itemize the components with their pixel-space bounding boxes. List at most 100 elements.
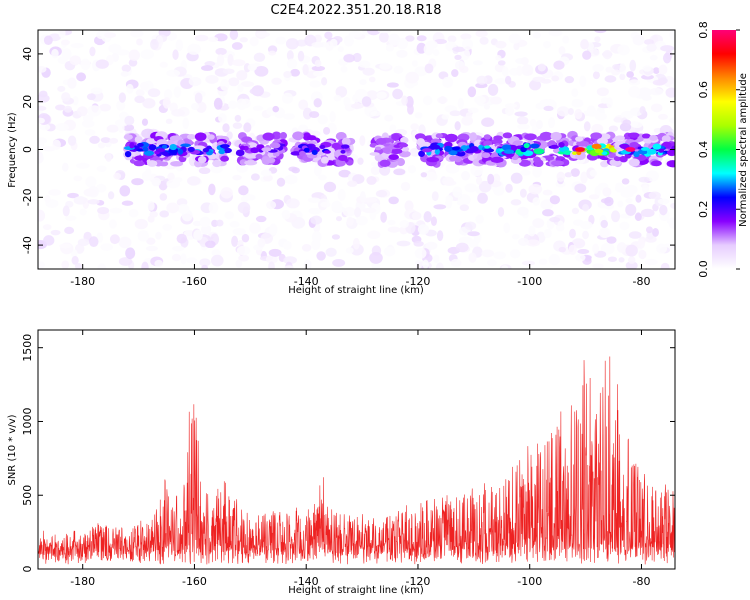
noise-cell <box>510 199 522 206</box>
noise-cell <box>61 39 70 46</box>
noise-cell <box>582 50 592 60</box>
colorbar-tick-label: 0.4 <box>697 141 710 159</box>
noise-cell <box>345 247 354 254</box>
noise-cell <box>113 172 122 180</box>
noise-cell <box>142 98 156 109</box>
noise-cell <box>165 118 173 125</box>
band-core-cell <box>161 144 168 149</box>
noise-cell <box>483 103 490 110</box>
band-core-cell <box>418 150 425 157</box>
noise-cell <box>628 79 641 86</box>
noise-cell <box>311 65 326 72</box>
noise-cell <box>404 200 414 212</box>
noise-cell <box>451 69 459 78</box>
noise-cell <box>186 257 198 264</box>
y-tick-label: 1500 <box>21 334 34 362</box>
band-cell <box>524 133 537 141</box>
noise-cell <box>454 54 462 61</box>
noise-cell <box>457 97 464 110</box>
noise-cell <box>387 219 396 226</box>
noise-cell <box>399 219 409 229</box>
band-core-cell <box>340 144 350 149</box>
noise-cell <box>359 79 367 85</box>
band-core-cell <box>169 144 177 151</box>
noise-cell <box>38 209 46 222</box>
noise-cell <box>100 243 114 251</box>
noise-cell <box>64 226 75 235</box>
noise-cell <box>548 30 563 37</box>
noise-cell <box>452 46 466 52</box>
noise-cell <box>649 54 658 61</box>
noise-cell <box>392 88 403 100</box>
band-cell <box>628 158 640 167</box>
noise-cell <box>457 199 465 206</box>
noise-cell <box>611 210 621 223</box>
noise-cell <box>400 181 411 191</box>
noise-cell <box>459 65 469 74</box>
noise-cell <box>187 176 201 186</box>
noise-cell <box>346 216 354 226</box>
noise-cell <box>79 208 87 216</box>
noise-cell <box>517 206 529 216</box>
noise-cell <box>659 204 668 216</box>
noise-cell <box>588 194 600 200</box>
band-core-cell <box>381 147 391 154</box>
noise-cell <box>592 71 600 80</box>
noise-cell <box>532 31 541 39</box>
x-tick-label: -160 <box>182 275 207 288</box>
noise-cell <box>232 174 242 181</box>
noise-cell <box>250 173 260 181</box>
noise-cell <box>109 137 119 144</box>
band-core-cell <box>269 142 281 149</box>
noise-cell <box>118 92 127 103</box>
band-core-cell <box>550 144 559 149</box>
noise-cell <box>548 116 556 129</box>
band-cell <box>590 132 603 140</box>
noise-cell <box>464 221 477 231</box>
noise-cell <box>386 82 399 88</box>
noise-cell <box>199 258 211 267</box>
noise-cell <box>619 73 626 81</box>
noise-cell <box>318 174 327 181</box>
noise-cell <box>532 218 545 229</box>
band-core-cell <box>484 145 491 149</box>
noise-cell <box>323 181 337 193</box>
noise-cell <box>490 96 502 105</box>
noise-cell <box>461 171 471 181</box>
noise-cell <box>460 33 472 40</box>
noise-cell <box>241 98 251 109</box>
noise-cell <box>324 31 333 40</box>
noise-cell <box>558 246 566 253</box>
colorbar-strip <box>712 30 736 269</box>
noise-cell <box>641 95 652 101</box>
noise-cell <box>634 212 642 221</box>
noise-cell <box>86 93 96 101</box>
noise-cell <box>669 30 675 41</box>
noise-cell <box>514 111 528 117</box>
noise-cell <box>48 189 61 196</box>
noise-cell <box>108 43 122 54</box>
noise-cell <box>409 147 422 157</box>
x-tick-label: -100 <box>517 575 542 588</box>
band-core-cell <box>223 147 232 154</box>
band-cell <box>335 159 346 167</box>
band-cell <box>502 132 513 139</box>
noise-cell <box>84 129 96 136</box>
noise-cell <box>495 40 507 49</box>
noise-cell <box>119 185 131 197</box>
noise-cell <box>136 38 143 46</box>
noise-cell <box>472 60 483 66</box>
noise-cell <box>139 81 149 91</box>
noise-cell <box>291 167 300 174</box>
noise-cell <box>445 197 453 209</box>
noise-cell <box>307 197 321 204</box>
noise-cell <box>229 30 239 40</box>
noise-cell <box>314 59 322 68</box>
noise-cell <box>577 248 590 254</box>
noise-cell <box>311 41 324 48</box>
noise-cell <box>584 255 592 262</box>
noise-cell <box>61 260 70 269</box>
noise-cell <box>542 189 553 196</box>
noise-cell <box>74 243 85 254</box>
noise-cell <box>158 180 168 191</box>
